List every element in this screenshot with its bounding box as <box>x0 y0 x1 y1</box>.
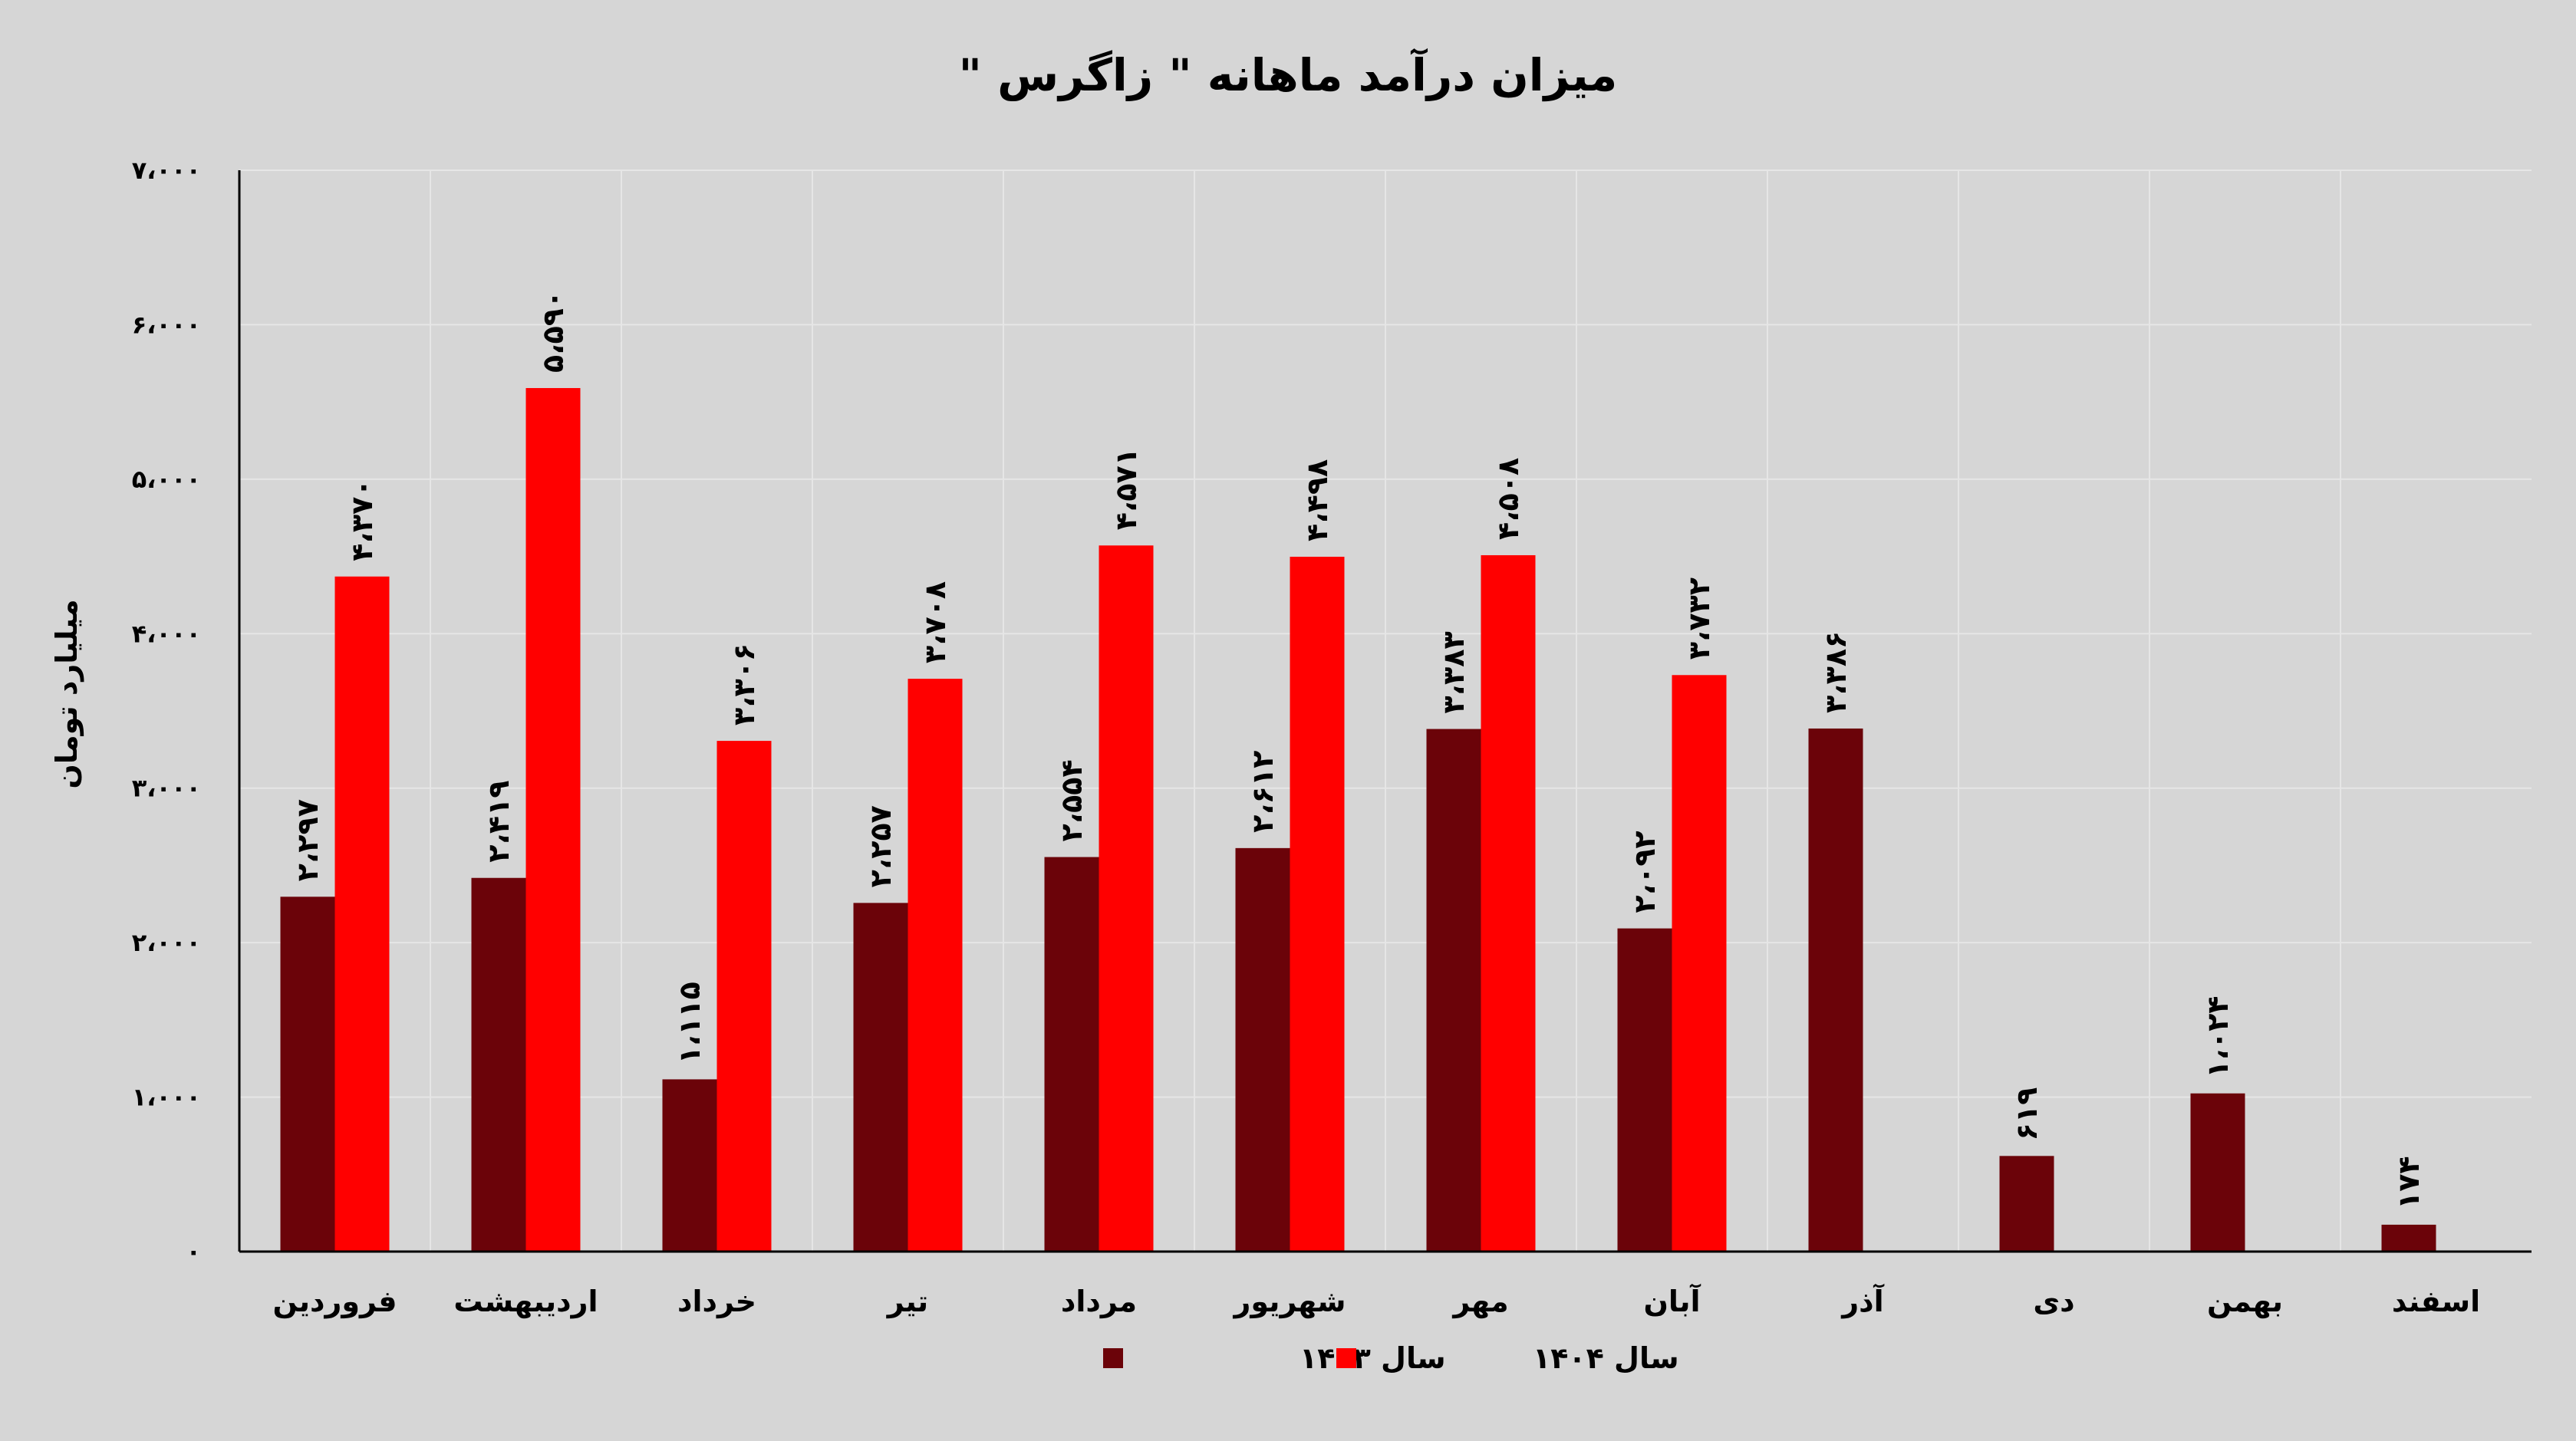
data-label: ۲،۶۱۲ <box>1246 751 1280 833</box>
legend-swatch <box>1103 1348 1123 1368</box>
x-tick-label: تیر <box>886 1285 928 1318</box>
bar-series-1 <box>1099 545 1154 1252</box>
x-tick-label: شهریور <box>1232 1285 1346 1318</box>
bar-series-0 <box>2381 1224 2436 1252</box>
data-label: ۳،۳۸۳ <box>1437 631 1471 713</box>
data-label: ۶۱۹ <box>2010 1087 2044 1141</box>
legend-label: سال ۱۴۰۴ <box>1533 1341 1679 1375</box>
bar-series-0 <box>853 903 908 1252</box>
bar-series-0 <box>1235 847 1290 1252</box>
bar-series-1 <box>1290 556 1345 1252</box>
y-tick-label: ۰ <box>186 1237 201 1266</box>
x-tick-label: آذر <box>1840 1283 1884 1318</box>
y-tick-label: ۱،۰۰۰ <box>132 1083 201 1112</box>
legend-swatch <box>1336 1348 1356 1368</box>
data-label: ۳،۷۳۲ <box>1682 577 1716 660</box>
legend: سال ۱۴۰۳ سال ۱۴۰۴ <box>1103 1341 1679 1375</box>
data-label: ۲،۲۹۷ <box>291 799 324 881</box>
data-label: ۲،۲۵۷ <box>864 805 898 887</box>
bar-series-0 <box>1808 728 1863 1252</box>
bar-series-0 <box>1044 857 1099 1252</box>
x-tick-label: اردیبهشت <box>453 1285 598 1318</box>
x-tick-label: خرداد <box>677 1285 756 1318</box>
data-labels: ۲،۲۹۷ ۴،۳۷۰ ۲،۴۱۹ ۵،۵۹۰ ۱،۱۱۵ ۳،۳۰۶ ۲،۲۵۷ ۳،۷۰۸… <box>291 291 2426 1209</box>
bar-series-1 <box>525 388 581 1252</box>
data-label: ۳،۳۸۶ <box>1819 631 1853 713</box>
data-label: ۳،۳۰۶ <box>727 643 761 725</box>
bar-series-0 <box>662 1079 717 1252</box>
bar-series-1 <box>1672 675 1727 1252</box>
data-label: ۳،۷۰۸ <box>918 581 952 663</box>
bar-series-0 <box>1999 1156 2054 1252</box>
bars <box>280 388 2436 1252</box>
bar-series-0 <box>1617 928 1672 1252</box>
bar-series-1 <box>908 679 963 1252</box>
bar-series-1 <box>334 576 390 1252</box>
y-axis-ticks: ۰ ۱،۰۰۰ ۲،۰۰۰ ۳،۰۰۰ ۴،۰۰۰ ۵،۰۰۰ ۶،۰۰۰ ۷،۰۰۰ <box>132 156 201 1266</box>
bar-series-0 <box>2190 1093 2245 1252</box>
y-tick-label: ۷،۰۰۰ <box>132 156 201 185</box>
y-tick-label: ۵،۰۰۰ <box>132 465 201 494</box>
y-tick-label: ۲،۰۰۰ <box>132 928 201 957</box>
x-tick-label: دی <box>2033 1285 2074 1318</box>
x-axis-ticks: فروردین اردیبهشت خرداد تیر مرداد شهریور مهر آبا… <box>273 1283 2481 1319</box>
y-tick-label: ۶،۰۰۰ <box>132 310 201 339</box>
data-label: ۲،۵۵۴ <box>1055 759 1089 841</box>
data-label: ۴،۴۹۸ <box>1300 459 1334 541</box>
x-tick-label: مهر <box>1451 1285 1508 1318</box>
x-tick-label: مرداد <box>1061 1285 1137 1318</box>
bar-series-1 <box>716 741 772 1252</box>
data-label: ۲،۴۱۹ <box>482 781 516 863</box>
data-label: ۱۷۴ <box>2392 1156 2426 1209</box>
chart-title: میزان درآمد ماهانه " زاگرس " <box>959 48 1618 102</box>
data-label: ۱،۱۱۵ <box>673 982 707 1064</box>
bar-series-0 <box>1426 729 1481 1252</box>
y-axis-label: میلیارد تومان <box>50 599 84 788</box>
y-tick-label: ۳،۰۰۰ <box>132 774 201 803</box>
data-label: ۴،۵۷۱ <box>1109 448 1143 530</box>
data-label: ۵،۵۹۰ <box>536 291 570 373</box>
x-tick-label: اسفند <box>2392 1285 2480 1318</box>
x-tick-label: آبان <box>1644 1283 1701 1318</box>
bar-series-0 <box>471 877 526 1252</box>
data-label: ۲،۰۹۲ <box>1628 831 1662 913</box>
data-label: ۴،۳۷۰ <box>345 479 379 561</box>
gridlines <box>239 169 2532 1252</box>
x-tick-label: بهمن <box>2207 1285 2283 1318</box>
data-label: ۱،۰۲۴ <box>2201 996 2235 1078</box>
bar-series-1 <box>1481 554 1536 1252</box>
x-tick-label: فروردین <box>273 1285 397 1319</box>
legend-label: سال ۱۴۰۳ <box>1300 1341 1446 1375</box>
y-tick-label: ۴،۰۰۰ <box>132 619 201 648</box>
bar-series-0 <box>280 897 335 1252</box>
data-label: ۴،۵۰۸ <box>1491 458 1525 540</box>
